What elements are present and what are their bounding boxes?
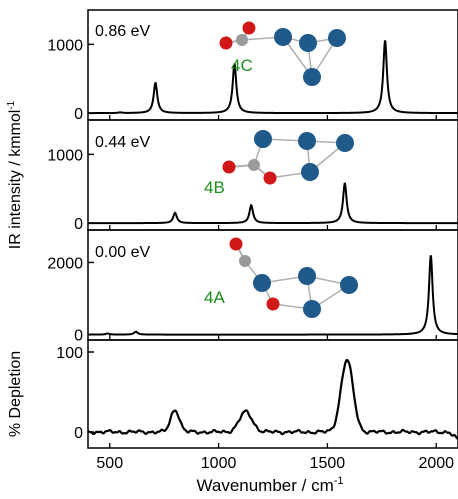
x-tick-label: 1000 xyxy=(201,455,237,472)
spectrum-line-4a xyxy=(88,255,458,336)
atom-oxygen xyxy=(222,160,236,174)
atom-metal xyxy=(340,276,358,294)
atom-carbon xyxy=(236,34,248,46)
isomer-label-4b: 4B xyxy=(204,178,225,197)
atom-oxygen xyxy=(242,21,256,35)
depletion-line xyxy=(87,358,458,440)
y-axis-title-ir: IR intensity / kmmol-1 xyxy=(6,100,24,249)
atom-metal xyxy=(253,274,271,292)
x-tick-label: 500 xyxy=(96,455,123,472)
isomer-label-4c: 4C xyxy=(231,56,253,75)
atom-oxygen xyxy=(263,171,277,185)
atom-metal xyxy=(303,68,321,86)
energy-label-4b: 0.44 eV xyxy=(95,134,150,151)
x-tick-label: 1500 xyxy=(310,455,346,472)
y-tick-label-4c: 0 xyxy=(74,106,83,123)
atom-metal xyxy=(301,163,319,181)
atom-oxygen xyxy=(229,237,243,251)
atom-metal xyxy=(254,130,272,148)
structure-4a xyxy=(229,237,358,318)
panel-depletion-frame xyxy=(87,339,458,449)
y-tick-label-4b: 1000 xyxy=(47,147,83,164)
atom-metal xyxy=(274,28,292,46)
atom-metal xyxy=(299,34,317,52)
structure-4b xyxy=(222,130,354,185)
energy-label-4c: 0.86 eV xyxy=(95,23,150,40)
x-tick-label: 2000 xyxy=(418,455,454,472)
atom-carbon xyxy=(248,159,260,171)
spectrum-line-4c xyxy=(87,40,458,115)
y-tick-label-4b: 0 xyxy=(74,216,83,233)
isomer-label-4a: 4A xyxy=(204,288,225,307)
y-tick-label-depletion: 0 xyxy=(74,425,83,442)
atom-metal xyxy=(298,132,316,150)
x-axis-title: Wavenumber / cm-1 xyxy=(196,475,343,495)
y-tick-label-depletion: 100 xyxy=(56,345,83,362)
atom-oxygen xyxy=(266,297,280,311)
y-axis-title-depletion: % Depletion xyxy=(7,351,24,437)
atom-metal xyxy=(336,134,354,152)
atom-carbon xyxy=(239,255,251,267)
y-tick-label-4a: 0 xyxy=(74,328,83,345)
atom-metal xyxy=(328,29,346,47)
y-tick-label-4c: 1000 xyxy=(47,37,83,54)
energy-label-4a: 0.00 eV xyxy=(95,244,150,261)
structure-4c xyxy=(219,21,346,86)
atom-metal xyxy=(303,300,321,318)
atom-oxygen xyxy=(219,36,233,50)
atom-metal xyxy=(298,267,316,285)
spectrum-line-4b xyxy=(88,182,458,225)
y-tick-label-4a: 2000 xyxy=(47,255,83,272)
